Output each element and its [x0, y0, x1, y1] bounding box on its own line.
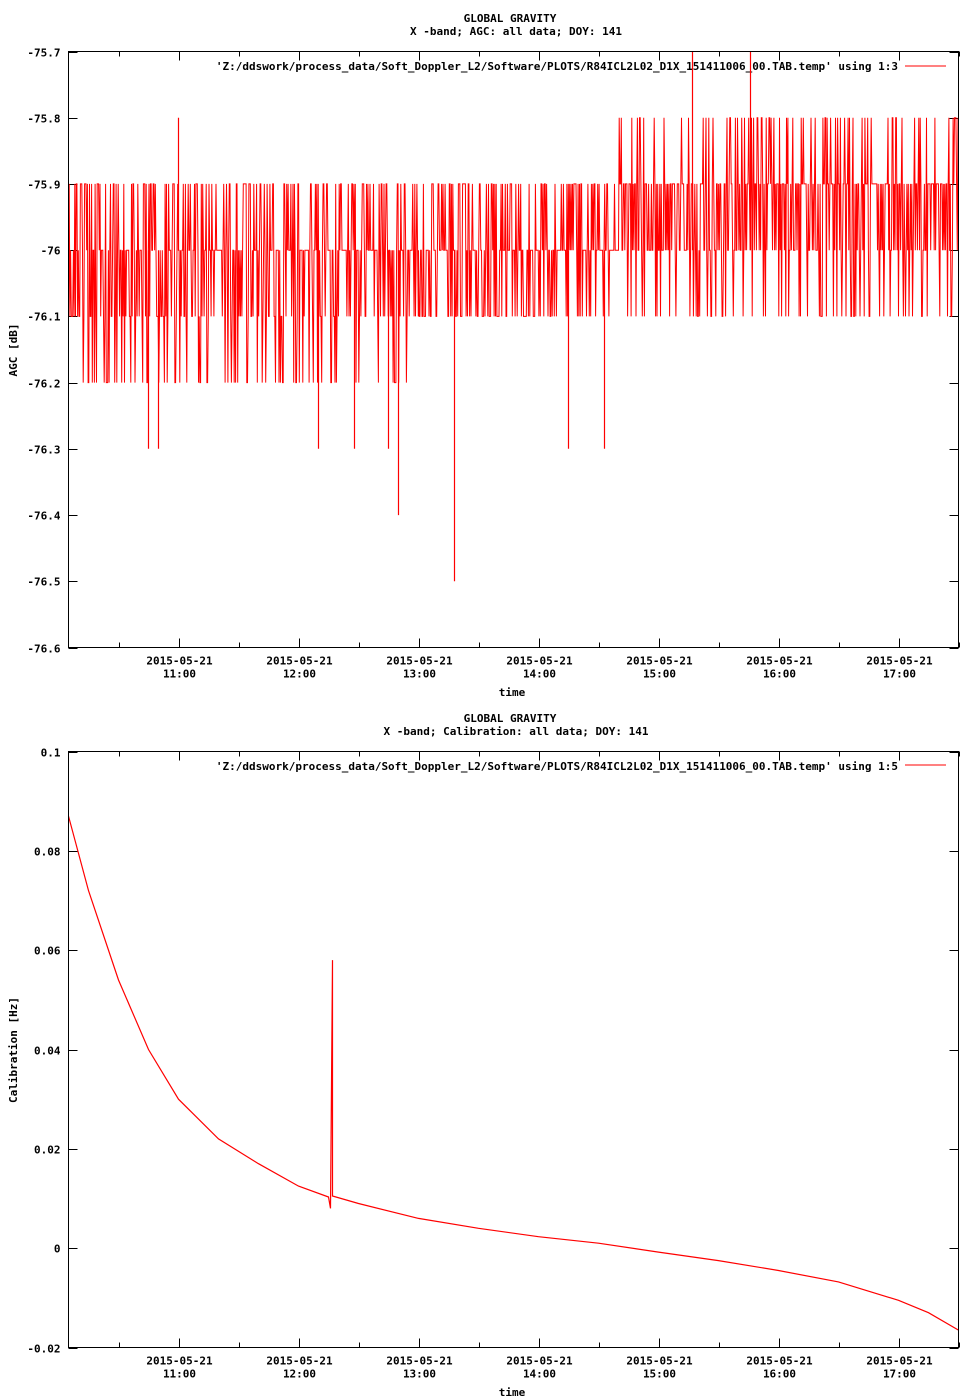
agc-y-tick-label: -76.3	[27, 444, 60, 457]
calibration-chart: GLOBAL GRAVITY X -band; Calibration: all…	[7, 712, 960, 1399]
agc-y-tick-label: -76	[41, 245, 61, 258]
calibration-x-tick-date: 2015-05-21	[626, 1355, 693, 1368]
calibration-series-path	[67, 815, 959, 1331]
calibration-x-tick-date: 2015-05-21	[866, 1355, 933, 1368]
calibration-x-tick-time: 12:00	[283, 1368, 316, 1381]
calibration-x-tick-date: 2015-05-21	[386, 1355, 453, 1368]
calibration-x-tick-date: 2015-05-21	[746, 1355, 813, 1368]
calibration-x-tick-time: 14:00	[523, 1368, 556, 1381]
agc-x-tick-time: 15:00	[643, 668, 676, 681]
agc-y-tick-label: -76.2	[27, 378, 60, 391]
agc-y-axis-label: AGC [dB]	[7, 324, 20, 377]
calibration-y-tick-label: 0.04	[34, 1045, 61, 1058]
agc-x-ticks: 2015-05-2111:002015-05-2112:002015-05-21…	[119, 51, 960, 681]
calibration-x-tick-date: 2015-05-21	[506, 1355, 573, 1368]
agc-y-tick-label: -76.5	[27, 576, 60, 589]
calibration-legend-label: 'Z:/ddswork/process_data/Soft_Doppler_L2…	[216, 760, 898, 773]
calibration-y-tick-label: 0.08	[34, 846, 61, 859]
calibration-y-axis-label: Calibration [Hz]	[7, 997, 20, 1103]
agc-legend-label: 'Z:/ddswork/process_data/Soft_Doppler_L2…	[216, 60, 898, 73]
calibration-y-tick-label: 0.02	[34, 1144, 61, 1157]
agc-series-line	[68, 51, 959, 582]
agc-x-tick-date: 2015-05-21	[266, 655, 333, 668]
agc-plot-frame	[68, 51, 959, 648]
calibration-chart-subtitle: X -band; Calibration: all data; DOY: 141	[384, 725, 649, 738]
calibration-x-tick-time: 13:00	[403, 1368, 436, 1381]
agc-x-tick-date: 2015-05-21	[506, 655, 573, 668]
agc-y-tick-label: -75.9	[27, 179, 60, 192]
agc-series-path	[68, 117, 959, 384]
agc-chart-subtitle: X -band; AGC: all data; DOY: 141	[410, 25, 622, 38]
agc-x-tick-time: 16:00	[763, 668, 796, 681]
calibration-y-tick-label: 0.1	[41, 747, 61, 760]
calibration-y-ticks: 0.1 0.08 0.06 0.04 0.02 0 -0.02	[27, 747, 959, 1356]
agc-x-axis-label: time	[499, 686, 526, 699]
calibration-y-tick-label: 0.06	[34, 945, 61, 958]
agc-y-tick-label: -75.7	[27, 47, 60, 60]
calibration-series-line	[67, 815, 959, 1331]
agc-y-tick-label: -75.8	[27, 113, 60, 126]
calibration-chart-title: GLOBAL GRAVITY	[464, 712, 557, 725]
calibration-x-tick-time: 15:00	[643, 1368, 676, 1381]
agc-x-tick-time: 14:00	[523, 668, 556, 681]
calibration-x-tick-date: 2015-05-21	[146, 1355, 213, 1368]
agc-x-tick-date: 2015-05-21	[386, 655, 453, 668]
agc-x-tick-date: 2015-05-21	[626, 655, 693, 668]
agc-x-tick-date: 2015-05-21	[866, 655, 933, 668]
agc-y-tick-label: -76.4	[27, 510, 60, 523]
calibration-y-tick-label: 0	[54, 1243, 61, 1256]
calibration-x-tick-date: 2015-05-21	[266, 1355, 333, 1368]
agc-x-tick-time: 11:00	[163, 668, 196, 681]
calibration-x-tick-time: 16:00	[763, 1368, 796, 1381]
agc-chart-title: GLOBAL GRAVITY	[464, 12, 557, 25]
agc-x-tick-time: 17:00	[883, 668, 916, 681]
calibration-x-tick-time: 11:00	[163, 1368, 196, 1381]
calibration-y-tick-label: -0.02	[27, 1343, 60, 1356]
agc-x-tick-date: 2015-05-21	[746, 655, 813, 668]
agc-chart: GLOBAL GRAVITY X -band; AGC: all data; D…	[7, 12, 960, 699]
agc-x-tick-time: 13:00	[403, 668, 436, 681]
agc-y-tick-label: -76.1	[27, 311, 60, 324]
calibration-plot-frame	[68, 751, 959, 1348]
calibration-x-axis-label: time	[499, 1386, 526, 1399]
agc-x-tick-time: 12:00	[283, 668, 316, 681]
calibration-x-tick-time: 17:00	[883, 1368, 916, 1381]
agc-y-tick-label: -76.6	[27, 643, 60, 656]
calibration-x-ticks: 2015-05-2111:002015-05-2112:002015-05-21…	[119, 751, 960, 1381]
agc-x-tick-date: 2015-05-21	[146, 655, 213, 668]
